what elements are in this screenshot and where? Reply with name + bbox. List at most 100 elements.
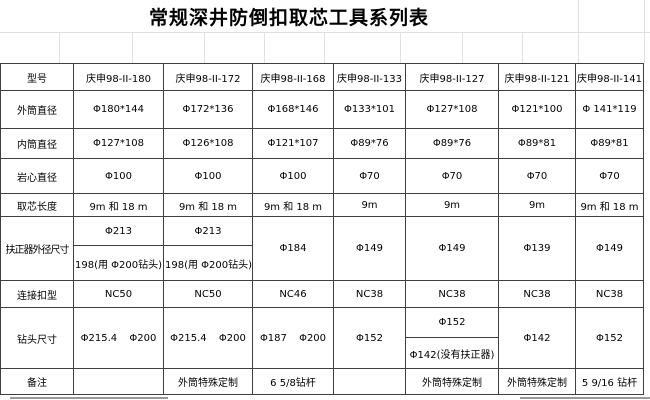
cell: NC46: [252, 280, 334, 308]
cell: 9m: [498, 193, 576, 217]
cell: 198(用 Φ200钻头): [73, 245, 164, 281]
cell: Φ215.4 Φ200: [73, 307, 164, 369]
cell: Φ213: [73, 216, 164, 246]
cell-model-2: 庆申98-II-172: [163, 63, 253, 91]
gridline: [400, 32, 401, 63]
cell: Φ213: [163, 216, 253, 246]
cell: Φ215.4 Φ200: [163, 307, 253, 369]
cell: Φ180*144: [73, 90, 164, 129]
cell: Φ100: [252, 158, 334, 194]
cell: Φ126*108: [163, 128, 253, 159]
cell: NC50: [163, 280, 253, 308]
cell: 9m: [333, 193, 406, 217]
cell: 9m 和 18 m: [252, 193, 334, 217]
row-label-inner-diameter: 内筒直径: [0, 128, 74, 159]
cell: 外筒特殊定制: [163, 368, 253, 395]
tool-series-table: 型号 庆申98-II-180 庆申98-II-172 庆申98-II-168 庆…: [0, 63, 644, 395]
gridline: [324, 32, 325, 63]
row-stabilizer-od-top: 扶正器外径尺寸 Φ213 Φ213 Φ184 Φ149 Φ149 Φ139 Φ1…: [0, 216, 644, 281]
cell: 9m: [405, 193, 499, 217]
gridline: [132, 32, 133, 63]
row-bit-size-top: 钻头尺寸 Φ215.4 Φ200 Φ215.4 Φ200 Φ187 Φ200 Φ…: [0, 307, 644, 369]
cell: Φ139: [498, 216, 576, 281]
cell: 9m 和 18 m: [163, 193, 253, 217]
gridline: [520, 397, 650, 399]
cell: NC38: [405, 280, 499, 308]
cell: NC38: [575, 280, 644, 308]
gridline: [10, 397, 168, 399]
cell: NC38: [333, 280, 406, 308]
gridline: [0, 32, 650, 33]
cell: Φ89*76: [333, 128, 406, 159]
cell-model-4: 庆申98-II-133: [333, 63, 406, 91]
cell: Φ121*100: [498, 90, 576, 129]
cell: Φ152: [333, 307, 406, 369]
gridline: [578, 0, 579, 63]
cell: Φ70: [575, 158, 644, 194]
cell: Φ142: [498, 307, 576, 369]
row-stabilizer-od-bottom: 198(用 Φ200钻头) 198(用 Φ200钻头): [1, 245, 644, 281]
gridline: [204, 32, 205, 63]
row-connection-type: 连接扣型 NC50 NC50 NC46 NC38 NC38 NC38 NC38: [0, 280, 644, 308]
row-label-bit-size: 钻头尺寸: [0, 307, 74, 369]
gridline: [264, 32, 265, 63]
cell: NC50: [73, 280, 164, 308]
cell: Φ70: [405, 158, 499, 194]
cell: Φ89*81: [498, 128, 576, 159]
cell: Φ133*101: [333, 90, 406, 129]
cell: Φ100: [73, 158, 164, 194]
cell: Φ149: [575, 216, 644, 281]
cell: 9m 和 18 m: [575, 193, 644, 217]
row-label-remarks: 备注: [0, 368, 74, 395]
cell: Φ100: [163, 158, 253, 194]
row-inner-diameter: 内筒直径 Φ127*108 Φ126*108 Φ121*107 Φ89*76 Φ…: [0, 128, 644, 159]
gridline: [59, 32, 60, 63]
cell-model-6: 庆申98-II-121: [498, 63, 576, 91]
gridline: [522, 32, 523, 63]
cell: Φ149: [405, 216, 499, 281]
cell: 9m 和 18 m: [73, 193, 164, 217]
cell: 外筒特殊定制: [405, 368, 499, 395]
row-label-core-length: 取芯长度: [0, 193, 74, 217]
cell: Φ89*76: [405, 128, 499, 159]
cell: 外筒特殊定制: [498, 368, 576, 395]
row-model: 型号 庆申98-II-180 庆申98-II-172 庆申98-II-168 庆…: [0, 63, 644, 91]
cell-model-1: 庆申98-II-180: [73, 63, 164, 91]
cell: Φ 141*119: [575, 90, 644, 129]
row-core-diameter: 岩心直径 Φ100 Φ100 Φ100 Φ70 Φ70 Φ70 Φ70: [0, 158, 644, 194]
gridline: [644, 0, 645, 63]
cell: Φ152: [405, 307, 499, 338]
cell-model-5: 庆申98-II-127: [405, 63, 499, 91]
row-remarks: 备注 外筒特殊定制 6 5/8钻杆 外筒特殊定制 外筒特殊定制 5 9/16 钻…: [0, 368, 644, 395]
row-label-core-diameter: 岩心直径: [0, 158, 74, 194]
cell: [73, 368, 164, 395]
row-label-outer-diameter: 外筒直径: [0, 90, 74, 129]
cell: 5 9/16 钻杆: [575, 368, 644, 395]
cell: Φ70: [333, 158, 406, 194]
cell: Φ149: [333, 216, 406, 281]
cell: Φ187 Φ200: [252, 307, 334, 369]
cell: Φ121*107: [252, 128, 334, 159]
row-label-stabilizer-od: 扶正器外径尺寸: [0, 216, 74, 281]
cell: Φ70: [498, 158, 576, 194]
cell: Φ172*136: [163, 90, 253, 129]
row-label-model: 型号: [0, 63, 74, 91]
cell: NC38: [498, 280, 576, 308]
cell-model-7: 庆申98-II-141: [575, 63, 644, 91]
cell: 198(用 Φ200钻头): [163, 245, 253, 281]
page-title: 常规深井防倒扣取芯工具系列表: [148, 6, 429, 29]
cell: Φ184: [252, 216, 334, 281]
cell: Φ127*108: [405, 90, 499, 129]
cell: [333, 368, 406, 395]
row-outer-diameter: 外筒直径 Φ180*144 Φ172*136 Φ168*146 Φ133*101…: [0, 90, 644, 129]
cell-model-3: 庆申98-II-168: [252, 63, 334, 91]
cell: Φ168*146: [252, 90, 334, 129]
cell: 6 5/8钻杆: [252, 368, 334, 395]
cell: Φ127*108: [73, 128, 164, 159]
cell: Φ142(没有扶正器): [405, 337, 499, 369]
cell: Φ89*81: [575, 128, 644, 159]
row-core-length: 取芯长度 9m 和 18 m 9m 和 18 m 9m 和 18 m 9m 9m…: [0, 193, 644, 217]
cell: Φ152: [575, 307, 644, 369]
gridline: [462, 32, 463, 63]
